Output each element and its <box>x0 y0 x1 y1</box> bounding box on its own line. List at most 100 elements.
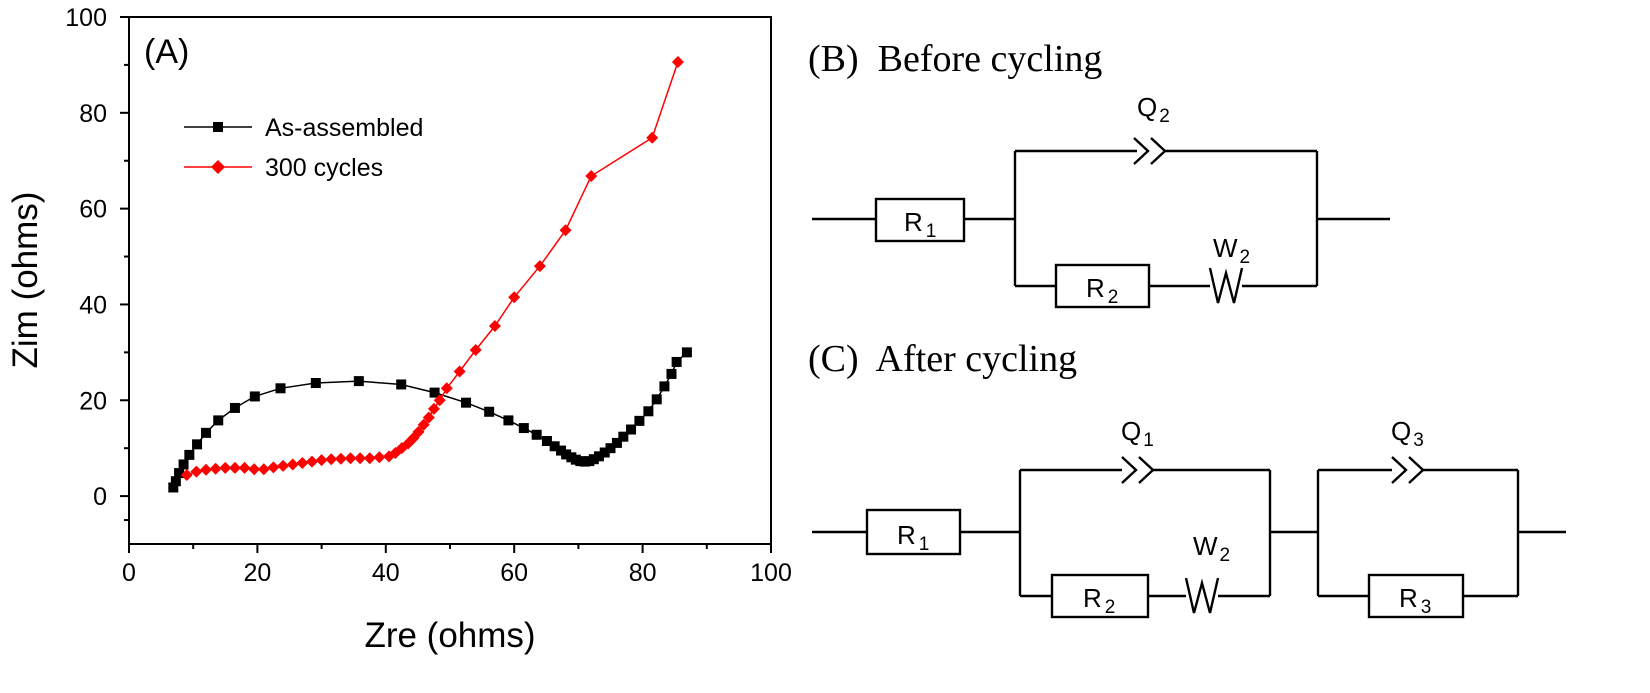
legend: As-assembled 300 cycles <box>184 114 423 182</box>
data-point-300-cycles <box>427 402 440 415</box>
warburg-w2-b <box>1208 267 1244 304</box>
cpe-q2-b <box>1133 137 1167 165</box>
data-point-as-assembled <box>634 415 645 426</box>
cpe-q3-c <box>1391 456 1425 484</box>
data-point-300-cycles <box>286 458 299 471</box>
x-axis-label: Zre (ohms) <box>364 616 535 655</box>
data-point-as-assembled <box>643 406 654 417</box>
data-point-300-cycles <box>422 411 435 424</box>
data-point-as-assembled <box>429 387 440 398</box>
resistor-r2-b <box>1054 263 1151 309</box>
data-point-as-assembled <box>605 443 616 454</box>
data-point-as-assembled <box>593 451 604 462</box>
y-axis-label: Zim (ohms) <box>6 192 45 369</box>
data-point-300-cycles <box>453 365 466 378</box>
data-point-300-cycles <box>508 291 521 304</box>
data-point-300-cycles <box>209 462 222 475</box>
x-tick-label: 40 <box>372 559 400 587</box>
x-tick-label: 60 <box>500 559 528 587</box>
data-point-300-cycles <box>334 452 347 465</box>
data-point-300-cycles <box>559 224 572 237</box>
data-point-as-assembled <box>192 439 203 450</box>
data-point-as-assembled <box>626 424 637 435</box>
data-point-as-assembled <box>531 429 542 440</box>
data-point-as-assembled <box>484 406 495 417</box>
y-tick-label: 100 <box>65 4 107 32</box>
data-point-as-assembled <box>275 383 286 394</box>
data-point-as-assembled <box>461 397 472 408</box>
data-point-300-cycles <box>354 452 367 465</box>
impedance-chart: 0 20 40 60 80 100 0 20 40 60 80 100 (A) As-assemble… <box>6 4 792 655</box>
axis-tick-labels: 0 20 40 60 80 100 0 20 40 60 80 100 <box>65 4 792 587</box>
data-point-as-assembled <box>681 347 692 358</box>
data-point-300-cycles <box>671 56 684 69</box>
data-point-300-cycles <box>363 452 376 465</box>
legend-item-as-assembled: As-assembled <box>184 114 423 142</box>
data-point-as-assembled <box>174 468 185 479</box>
legend-label-as-assembled: As-assembled <box>265 114 423 142</box>
x-tick-label: 80 <box>629 559 657 587</box>
data-point-300-cycles <box>190 465 203 478</box>
data-point-as-assembled <box>170 476 181 487</box>
data-point-as-assembled <box>353 376 364 387</box>
data-point-as-assembled <box>599 447 610 458</box>
data-point-300-cycles <box>469 343 482 356</box>
data-point-300-cycles <box>238 461 251 474</box>
cpe-q1-c <box>1121 456 1155 484</box>
data-point-300-cycles <box>440 382 453 395</box>
data-point-300-cycles <box>325 453 338 466</box>
data-point-as-assembled <box>556 445 567 456</box>
data-point-300-cycles <box>585 170 598 183</box>
data-point-as-assembled <box>396 379 407 390</box>
series-300-cycles <box>180 56 684 482</box>
circuit-b-heading: (B) Before cycling <box>808 38 1102 80</box>
data-point-300-cycles <box>433 394 446 407</box>
data-point-300-cycles <box>219 461 232 474</box>
warburg-w2-c <box>1184 577 1220 614</box>
data-point-as-assembled <box>229 402 240 413</box>
data-point-300-cycles <box>267 461 280 474</box>
y-tick-label: 60 <box>79 196 107 224</box>
data-point-300-cycles <box>315 454 328 467</box>
data-point-as-assembled <box>184 449 195 460</box>
data-point-300-cycles <box>373 451 386 464</box>
x-tick-label: 100 <box>750 559 792 587</box>
data-point-as-assembled <box>651 394 662 405</box>
data-point-as-assembled <box>310 378 321 389</box>
data-point-as-assembled <box>249 391 260 402</box>
data-point-as-assembled <box>671 356 682 367</box>
data-point-300-cycles <box>417 418 430 431</box>
data-point-300-cycles <box>296 457 309 470</box>
data-point-as-assembled <box>213 415 224 426</box>
data-point-as-assembled <box>666 368 677 379</box>
resistor-r1-b <box>874 197 966 243</box>
resistor-r3-c <box>1367 573 1465 619</box>
data-point-300-cycles <box>180 469 193 482</box>
y-tick-label: 0 <box>93 483 107 511</box>
x-tick-label: 20 <box>243 559 271 587</box>
data-point-300-cycles <box>305 455 318 468</box>
data-point-300-cycles <box>200 463 213 476</box>
series-as-assembled <box>168 347 692 493</box>
data-point-as-assembled <box>201 427 212 438</box>
data-point-300-cycles <box>533 260 546 273</box>
data-point-300-cycles <box>228 461 241 474</box>
x-tick-label: 0 <box>122 559 136 587</box>
y-tick-label: 80 <box>79 100 107 128</box>
data-point-300-cycles <box>257 463 270 476</box>
data-point-as-assembled <box>168 482 179 493</box>
data-point-as-assembled <box>178 459 189 470</box>
data-point-300-cycles <box>412 425 425 438</box>
y-tick-label: 20 <box>79 387 107 415</box>
data-point-300-cycles <box>488 320 501 333</box>
y-tick-label: 40 <box>79 291 107 319</box>
